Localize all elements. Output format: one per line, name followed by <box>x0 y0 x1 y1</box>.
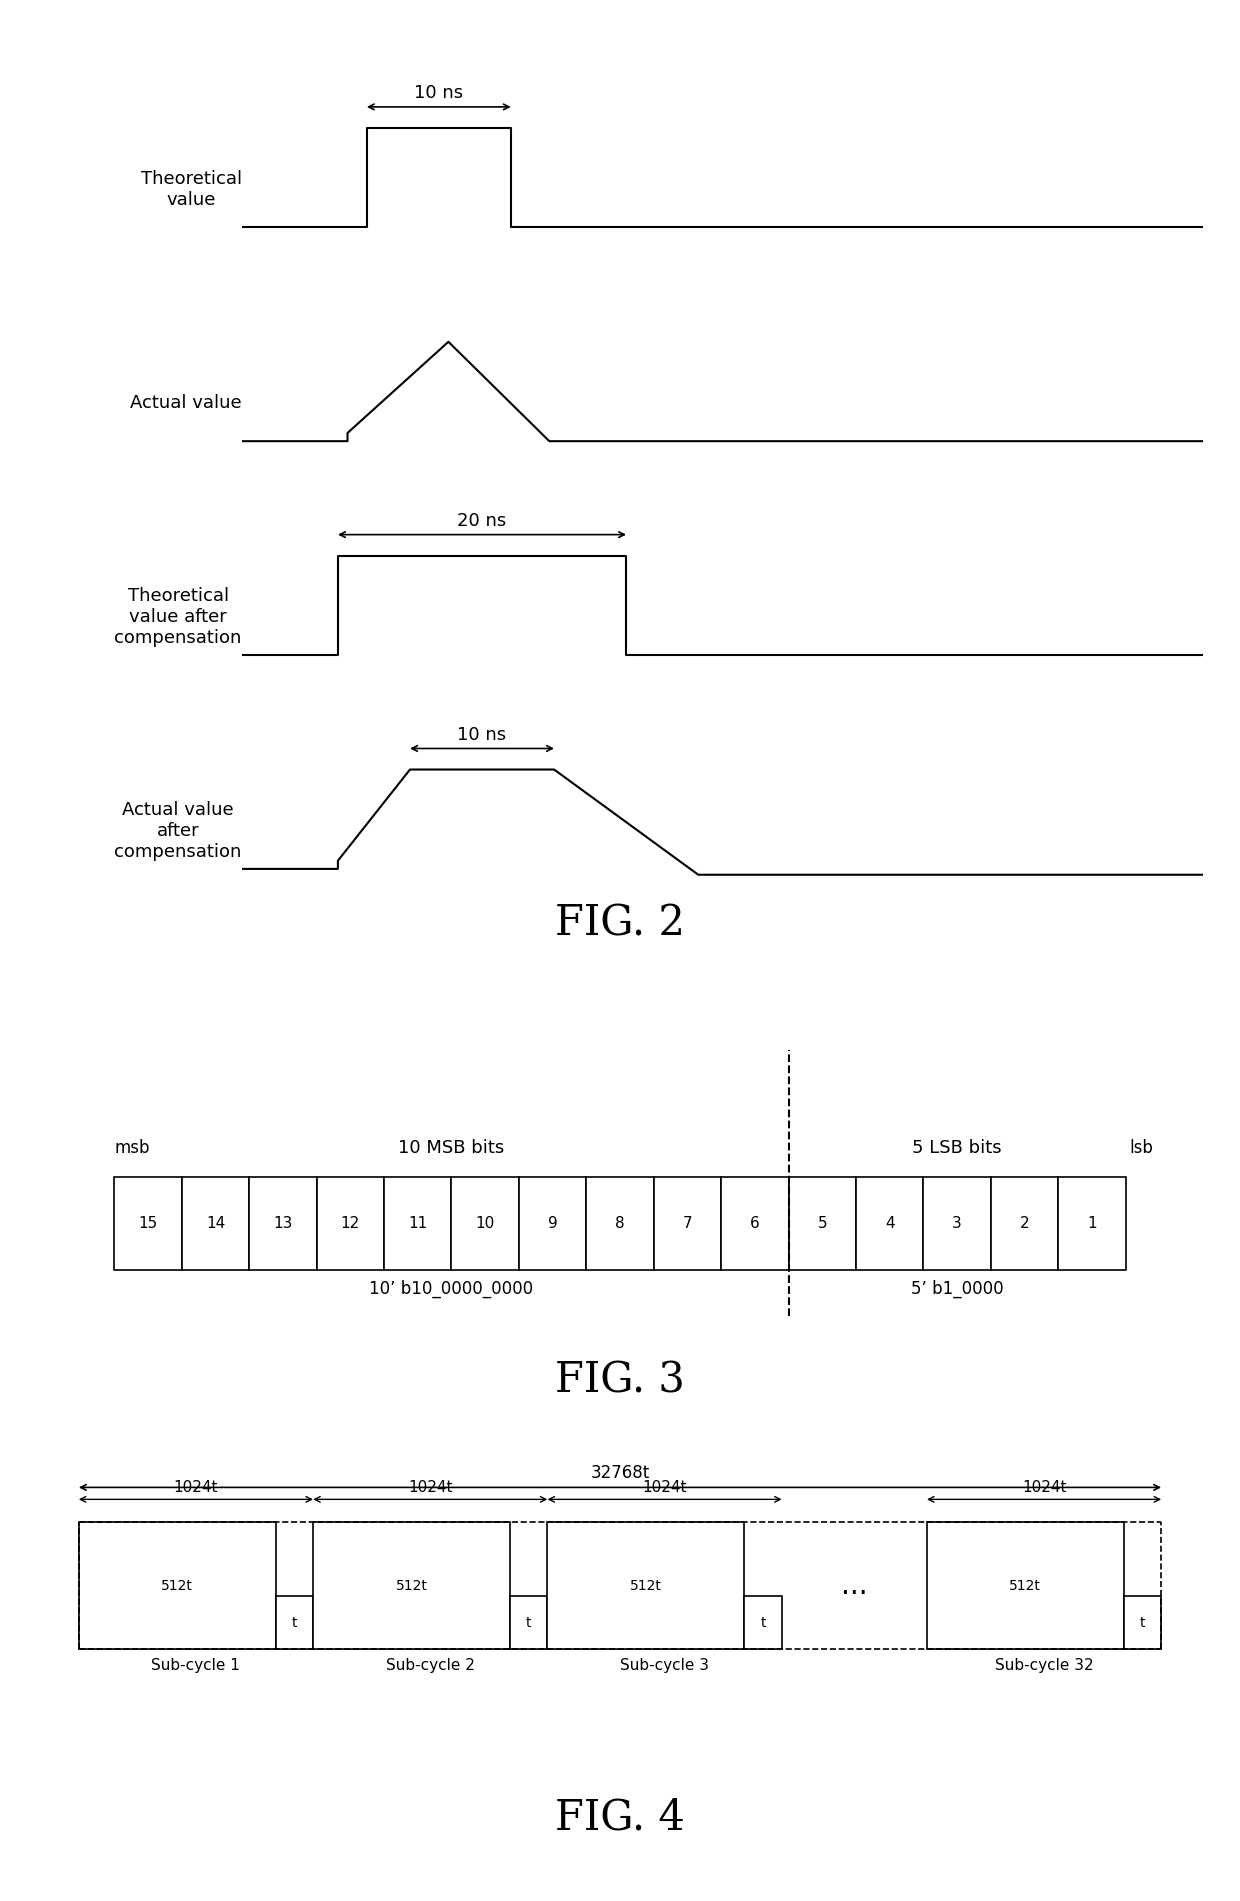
Text: 512t: 512t <box>630 1578 662 1593</box>
Text: 4: 4 <box>885 1217 894 1230</box>
Text: 512t: 512t <box>1009 1578 1042 1593</box>
Text: t: t <box>526 1616 532 1629</box>
Text: 10: 10 <box>475 1217 495 1230</box>
Text: 7: 7 <box>682 1217 692 1230</box>
Text: 1: 1 <box>1087 1217 1097 1230</box>
Text: ...: ... <box>841 1572 868 1599</box>
Text: 1024t: 1024t <box>642 1481 687 1494</box>
Text: msb: msb <box>114 1139 150 1156</box>
Text: Sub-cycle 2: Sub-cycle 2 <box>386 1658 475 1673</box>
Text: 3: 3 <box>952 1217 962 1230</box>
Text: t: t <box>1140 1616 1146 1629</box>
Text: 512t: 512t <box>396 1578 428 1593</box>
Bar <box>451 1177 518 1270</box>
Bar <box>312 1521 510 1650</box>
Text: 8: 8 <box>615 1217 625 1230</box>
Text: 5: 5 <box>817 1217 827 1230</box>
Text: 1024t: 1024t <box>174 1481 218 1494</box>
Bar <box>1123 1595 1161 1650</box>
Text: Actual value: Actual value <box>130 394 242 413</box>
Text: 11: 11 <box>408 1217 428 1230</box>
Text: 5 LSB bits: 5 LSB bits <box>913 1139 1002 1156</box>
Text: 5’ b1_0000: 5’ b1_0000 <box>911 1279 1003 1298</box>
Text: 13: 13 <box>273 1217 293 1230</box>
Text: t: t <box>760 1616 766 1629</box>
Text: 15: 15 <box>139 1217 157 1230</box>
Text: FIG. 4: FIG. 4 <box>556 1796 684 1838</box>
Text: Theoretical
value: Theoretical value <box>140 169 242 209</box>
Bar <box>316 1177 384 1270</box>
Text: 1024t: 1024t <box>1022 1481 1066 1494</box>
Text: 32768t: 32768t <box>590 1464 650 1483</box>
Text: Theoretical
value after
compensation: Theoretical value after compensation <box>114 587 242 646</box>
Text: 10 ns: 10 ns <box>414 84 464 103</box>
Text: 12: 12 <box>341 1217 360 1230</box>
Text: 10 MSB bits: 10 MSB bits <box>398 1139 505 1156</box>
Text: 6: 6 <box>750 1217 760 1230</box>
Bar <box>722 1177 789 1270</box>
Bar <box>856 1177 924 1270</box>
Bar <box>991 1177 1058 1270</box>
Bar <box>384 1177 451 1270</box>
Text: Sub-cycle 1: Sub-cycle 1 <box>151 1658 241 1673</box>
Bar <box>182 1177 249 1270</box>
Bar <box>548 1521 744 1650</box>
Bar <box>249 1177 316 1270</box>
Text: 14: 14 <box>206 1217 226 1230</box>
Bar <box>510 1595 548 1650</box>
Bar <box>79 1521 275 1650</box>
Bar <box>275 1595 312 1650</box>
Bar <box>924 1177 991 1270</box>
Text: 20 ns: 20 ns <box>458 511 507 530</box>
Text: FIG. 2: FIG. 2 <box>556 903 684 945</box>
Text: Sub-cycle 3: Sub-cycle 3 <box>620 1658 709 1673</box>
Text: 2: 2 <box>1019 1217 1029 1230</box>
Bar <box>114 1177 182 1270</box>
Text: lsb: lsb <box>1130 1139 1153 1156</box>
Text: Actual value
after
compensation: Actual value after compensation <box>114 800 242 861</box>
Text: FIG. 3: FIG. 3 <box>556 1359 684 1401</box>
Text: t: t <box>291 1616 298 1629</box>
Text: 1024t: 1024t <box>408 1481 453 1494</box>
Bar <box>1058 1177 1126 1270</box>
Bar <box>789 1177 856 1270</box>
Bar <box>653 1177 722 1270</box>
Text: 512t: 512t <box>161 1578 193 1593</box>
Bar <box>587 1177 653 1270</box>
Text: 10’ b10_0000_0000: 10’ b10_0000_0000 <box>370 1279 533 1298</box>
Text: Sub-cycle 32: Sub-cycle 32 <box>994 1658 1094 1673</box>
Bar <box>518 1177 587 1270</box>
Text: 9: 9 <box>548 1217 558 1230</box>
Bar <box>926 1521 1123 1650</box>
Text: 10 ns: 10 ns <box>458 726 507 743</box>
Bar <box>744 1595 782 1650</box>
